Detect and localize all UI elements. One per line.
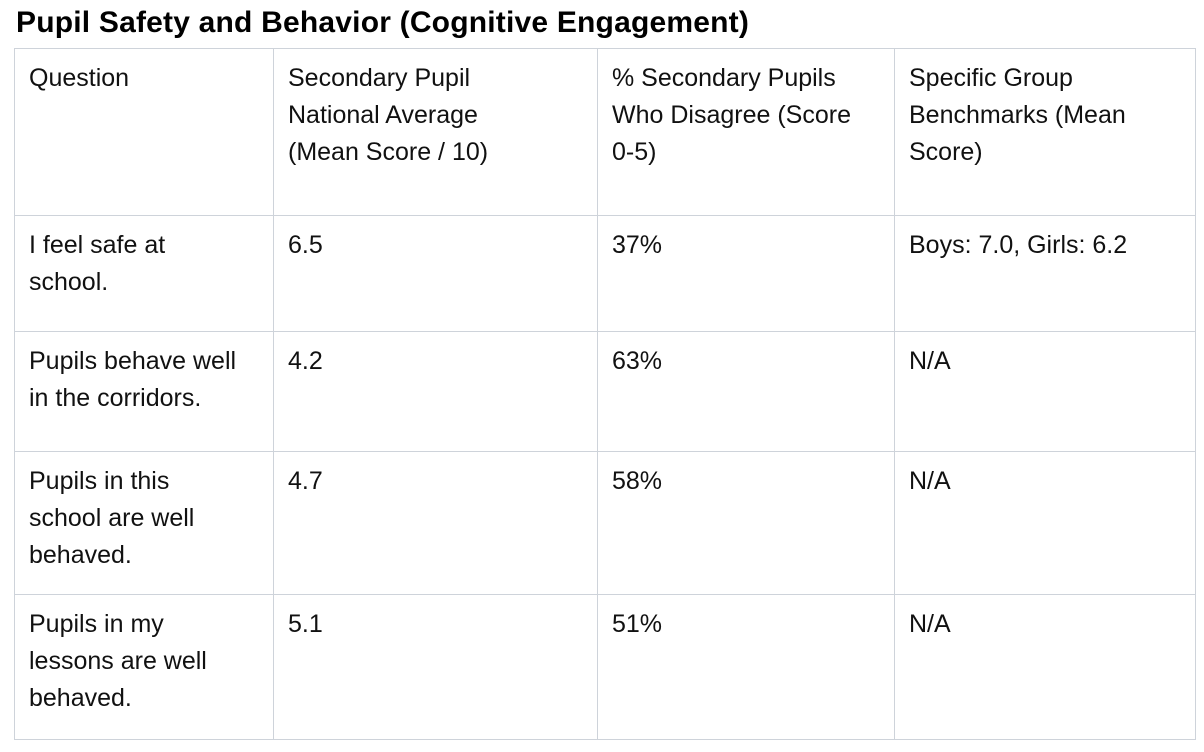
table-header-row: Question Secondary Pupil National Averag…: [14, 48, 1196, 216]
table-row-school-behaved: Pupils in this school are well behaved. …: [14, 451, 1196, 595]
mean-score-cell: 5.1: [273, 594, 598, 740]
survey-results-table: Question Secondary Pupil National Averag…: [14, 48, 1196, 740]
mean-score-cell: 6.5: [273, 215, 598, 332]
disagree-pct-cell: 63%: [597, 331, 895, 452]
disagree-pct-cell: 58%: [597, 451, 895, 595]
benchmark-cell: N/A: [894, 594, 1196, 740]
mean-score-cell: 4.2: [273, 331, 598, 452]
column-header-group-benchmarks: Specific Group Benchmarks (Mean Score): [894, 48, 1196, 216]
question-cell: Pupils in my lessons are well behaved.: [14, 594, 274, 740]
benchmark-cell: N/A: [894, 451, 1196, 595]
benchmark-cell: Boys: 7.0, Girls: 6.2: [894, 215, 1196, 332]
question-cell: Pupils in this school are well behaved.: [14, 451, 274, 595]
column-header-national-average: Secondary Pupil National Average (Mean S…: [273, 48, 598, 216]
disagree-pct-cell: 37%: [597, 215, 895, 332]
table-row-behave-corridors: Pupils behave well in the corridors. 4.2…: [14, 331, 1196, 452]
column-header-question: Question: [14, 48, 274, 216]
benchmark-cell: N/A: [894, 331, 1196, 452]
mean-score-cell: 4.7: [273, 451, 598, 595]
question-cell: Pupils behave well in the corridors.: [14, 331, 274, 452]
question-cell: I feel safe at school.: [14, 215, 274, 332]
disagree-pct-cell: 51%: [597, 594, 895, 740]
table-row-lessons-behaved: Pupils in my lessons are well behaved. 5…: [14, 594, 1196, 740]
page-title: Pupil Safety and Behavior (Cognitive Eng…: [16, 6, 750, 39]
column-header-pct-disagree: % Secondary Pupils Who Disagree (Score 0…: [597, 48, 895, 216]
table-row-feel-safe: I feel safe at school. 6.5 37% Boys: 7.0…: [14, 215, 1196, 332]
